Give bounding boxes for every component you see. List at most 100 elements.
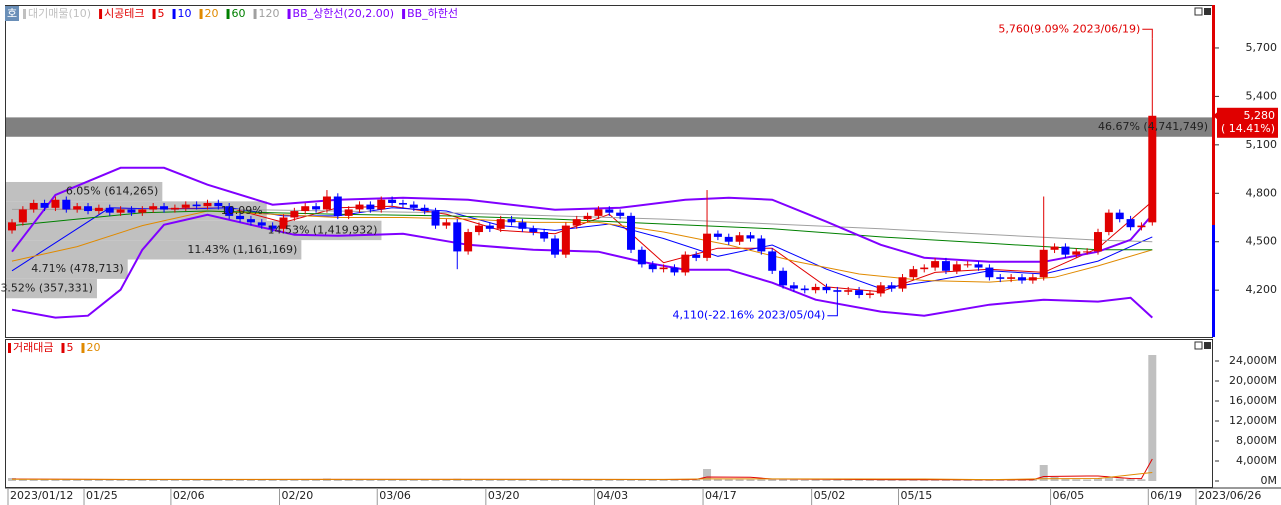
volume-bar bbox=[474, 479, 483, 481]
candle-body bbox=[996, 277, 1005, 279]
candle-body bbox=[974, 264, 983, 268]
volume-bar bbox=[855, 479, 864, 481]
volume-bar bbox=[1007, 479, 1016, 481]
legend-label: 20 bbox=[205, 7, 219, 20]
candle-body bbox=[616, 212, 625, 216]
window-button[interactable] bbox=[1204, 342, 1211, 349]
profile-label: 3.52% (357,331) bbox=[0, 282, 93, 295]
legend-label: 120 bbox=[259, 7, 280, 20]
legend-swatch bbox=[402, 9, 406, 19]
profile-bar bbox=[6, 240, 302, 260]
volume-bar bbox=[627, 479, 636, 481]
candle-body bbox=[8, 222, 16, 231]
volume-bar bbox=[941, 479, 950, 481]
volume-bar bbox=[1072, 479, 1081, 481]
legend-swatch bbox=[253, 9, 257, 19]
legend-swatch bbox=[287, 9, 291, 19]
range-indicator-up bbox=[1212, 5, 1215, 250]
volume-bar bbox=[181, 479, 190, 481]
volume-bar bbox=[822, 479, 831, 481]
candle-body bbox=[322, 196, 331, 210]
volume-bar bbox=[290, 479, 299, 481]
window-button[interactable] bbox=[1194, 341, 1203, 350]
candle-body bbox=[1039, 249, 1048, 278]
volume-bar bbox=[800, 479, 809, 481]
volume-bar bbox=[594, 479, 603, 481]
candle-body bbox=[529, 228, 538, 233]
candle-body bbox=[1072, 251, 1081, 255]
volume-bar bbox=[692, 479, 701, 481]
window-button[interactable] bbox=[1204, 8, 1211, 15]
icon-label[interactable]: 호 bbox=[7, 7, 17, 20]
volume-bar bbox=[974, 479, 983, 481]
candle-body bbox=[594, 209, 603, 216]
candle-body bbox=[572, 219, 581, 226]
y-tick-label: 4,800 bbox=[1246, 186, 1278, 199]
legend-swatch bbox=[172, 9, 176, 19]
candle-body bbox=[485, 225, 494, 229]
x-tick-label: 02/06 bbox=[173, 489, 205, 502]
volume-bar bbox=[735, 479, 744, 481]
candle-body bbox=[192, 204, 201, 207]
candle-body bbox=[246, 219, 255, 223]
legend-label: 거래대금 bbox=[13, 341, 53, 354]
legend-label: 대기매물(10) bbox=[28, 7, 91, 20]
candle-body bbox=[941, 261, 950, 271]
candle-body bbox=[1115, 212, 1124, 220]
volume-bar bbox=[84, 479, 93, 481]
candle-body bbox=[225, 206, 234, 216]
candle-body bbox=[377, 199, 386, 210]
volume-bar bbox=[1104, 477, 1113, 481]
volume-bar bbox=[724, 479, 733, 481]
volume-bar bbox=[409, 479, 418, 481]
candle-body bbox=[757, 238, 766, 252]
candle-body bbox=[301, 206, 310, 212]
profile-bar bbox=[6, 117, 1212, 137]
x-tick-label: 04/17 bbox=[705, 489, 737, 502]
candle-body bbox=[507, 219, 516, 223]
y-tick-label: 8,000M bbox=[1236, 434, 1277, 447]
candle-body bbox=[1148, 115, 1157, 223]
volume-bar bbox=[551, 479, 559, 481]
candle-body bbox=[388, 199, 397, 203]
volume-bar bbox=[507, 479, 516, 481]
volume-bar bbox=[388, 479, 397, 481]
profile-label: 11.43% (1,161,169) bbox=[187, 243, 297, 256]
annotation-arrow bbox=[827, 304, 838, 317]
y-tick-label: 24,000M bbox=[1229, 354, 1277, 367]
candle-body bbox=[518, 222, 527, 229]
legend-swatch bbox=[61, 343, 65, 353]
candle-body bbox=[985, 267, 994, 278]
profile-label: 10.09% bbox=[221, 204, 263, 217]
candle-body bbox=[268, 225, 277, 229]
volume-bar bbox=[583, 479, 592, 481]
volume-bar bbox=[1094, 478, 1102, 481]
volume-bar bbox=[442, 479, 451, 481]
candle-body bbox=[822, 286, 831, 291]
volume-bar bbox=[518, 479, 527, 481]
candle-body bbox=[833, 290, 842, 292]
volume-bar bbox=[51, 479, 60, 481]
candle-body bbox=[279, 217, 288, 229]
volume-bar bbox=[312, 479, 321, 481]
volume-bar bbox=[789, 479, 798, 481]
volume-bar bbox=[138, 479, 147, 481]
candle-body bbox=[160, 206, 169, 210]
volume-bar bbox=[1115, 478, 1124, 481]
candle-body bbox=[811, 286, 820, 291]
legend-label: 5 bbox=[158, 7, 165, 20]
window-button[interactable] bbox=[1194, 7, 1203, 16]
candle-body bbox=[1126, 219, 1135, 228]
candle-body bbox=[779, 270, 788, 286]
volume-bar bbox=[268, 479, 277, 481]
volume-bar bbox=[746, 479, 755, 481]
legend-swatch bbox=[99, 9, 103, 19]
candle-body bbox=[1007, 277, 1016, 279]
volume-bar bbox=[1148, 355, 1157, 481]
candle-body bbox=[420, 207, 429, 212]
icon-box[interactable] bbox=[5, 6, 19, 21]
candle-body bbox=[203, 202, 212, 207]
x-tick-label: 01/25 bbox=[86, 489, 118, 502]
